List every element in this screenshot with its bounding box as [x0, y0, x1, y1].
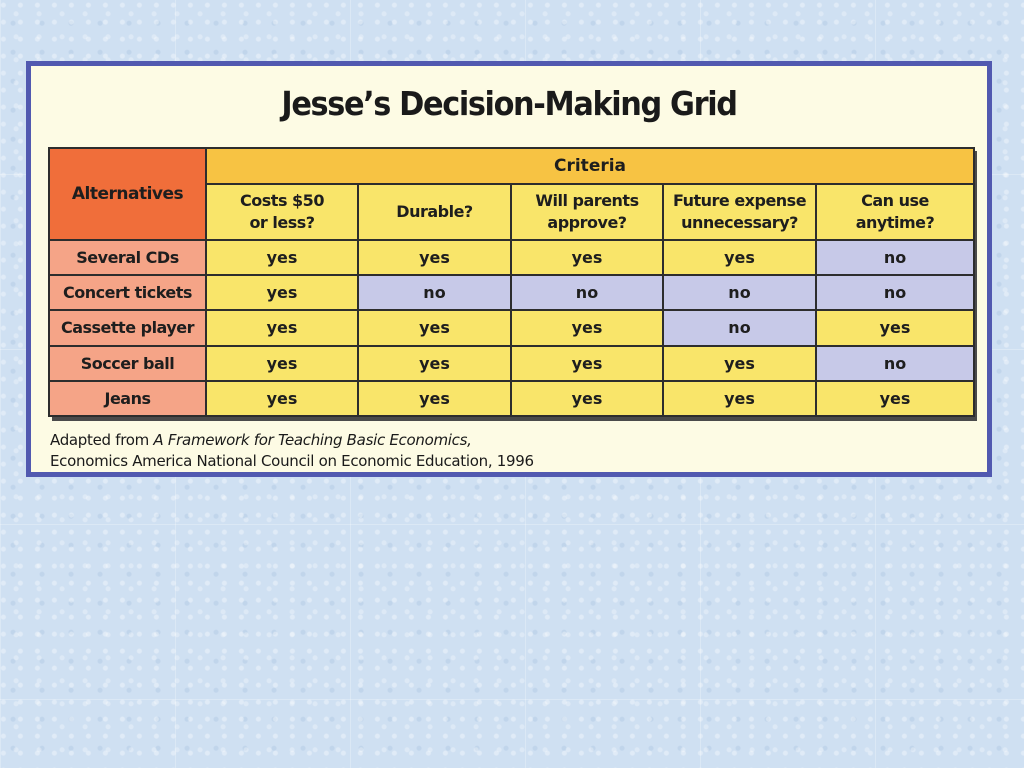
table-row: Concert tickets yes no no no no — [48, 274, 976, 312]
grid-cell: no — [814, 344, 976, 382]
table-row: Several CDs yes yes yes yes no — [48, 238, 976, 277]
criteria-label-line: approve? — [547, 213, 627, 232]
alternative-name: Concert tickets — [48, 274, 207, 312]
caption-source-title: A Framework for Teaching Basic Economics… — [153, 431, 472, 449]
alternative-name: Soccer ball — [48, 344, 207, 382]
grid-cell: yes — [205, 379, 359, 418]
criteria-label-line: unnecessary? — [681, 213, 798, 232]
decision-grid-panel: Jesse’s Decision-Making Grid Alternative… — [26, 61, 992, 477]
grid-cell: yes — [662, 238, 817, 277]
caption-prefix: Adapted from — [50, 431, 154, 449]
grid-cell: no — [510, 274, 664, 312]
criteria-header-cell: Future expense unnecessary? — [662, 183, 817, 241]
criteria-label-line: anytime? — [855, 213, 935, 232]
decision-grid: Alternatives Criteria Costs $50 or less? D… — [48, 147, 976, 418]
table-row: Jeans yes yes yes yes yes — [48, 379, 976, 418]
criteria-label-line: Future expense — [672, 191, 807, 210]
grid-cell: yes — [510, 344, 664, 382]
grid-cell: yes — [510, 309, 664, 347]
criteria-label-line: Can use — [861, 191, 929, 210]
alternative-name: Cassette player — [48, 309, 207, 347]
caption-line-2: Economics America National Council on Ec… — [50, 452, 534, 470]
grid-cell: yes — [205, 238, 359, 277]
grid-cell: yes — [510, 379, 664, 418]
table-row: Cassette player yes yes yes no yes — [48, 309, 976, 347]
grid-cell: yes — [357, 344, 512, 382]
grid-cell: yes — [357, 309, 512, 347]
criteria-label-line: Will parents — [535, 191, 639, 210]
grid-cell: yes — [814, 309, 976, 347]
alternative-name: Several CDs — [48, 238, 207, 277]
criteria-header: Criteria — [204, 147, 976, 185]
grid-cell: no — [814, 238, 976, 277]
criteria-header-row: Alternatives Criteria — [48, 147, 976, 241]
alternative-name: Jeans — [48, 379, 207, 418]
grid-cell: no — [814, 274, 976, 312]
grid-cell: yes — [662, 379, 817, 418]
grid-cell: yes — [662, 344, 817, 382]
grid-cell: yes — [357, 379, 512, 418]
grid-cell: yes — [357, 238, 512, 277]
table-row: Soccer ball yes yes yes yes no — [48, 344, 976, 382]
grid-cell: no — [662, 309, 817, 347]
criteria-header-cell: Can use anytime? — [814, 183, 976, 241]
grid-body: Several CDs yes yes yes yes no Concert tickets… — [48, 238, 976, 418]
grid-cell: no — [357, 274, 512, 312]
criteria-header-cell: Costs $50 or less? — [205, 183, 359, 241]
grid-cell: yes — [205, 274, 359, 312]
criteria-label-line: or less? — [249, 213, 315, 232]
grid-cell: yes — [510, 238, 664, 277]
grid-title: Jesse’s Decision-Making Grid — [281, 84, 738, 123]
grid-cell: yes — [205, 344, 359, 382]
criteria-row: Costs $50 or less? Durable? Will parents app… — [49, 183, 976, 241]
criteria-header-cell: Will parents approve? — [510, 183, 664, 241]
alternatives-header: Alternatives — [48, 147, 207, 241]
grid-cell: no — [662, 274, 817, 312]
criteria-label-line: Costs $50 — [240, 191, 324, 210]
source-caption: Adapted from A Framework for Teaching Ba… — [50, 430, 534, 472]
decision-grid-table: Alternatives Criteria Costs $50 or less? D… — [48, 147, 976, 418]
grid-cell: yes — [205, 309, 359, 347]
grid-cell: yes — [814, 379, 976, 418]
criteria-header-cell: Durable? — [357, 183, 512, 241]
criteria-label-line: Durable? — [396, 202, 473, 221]
